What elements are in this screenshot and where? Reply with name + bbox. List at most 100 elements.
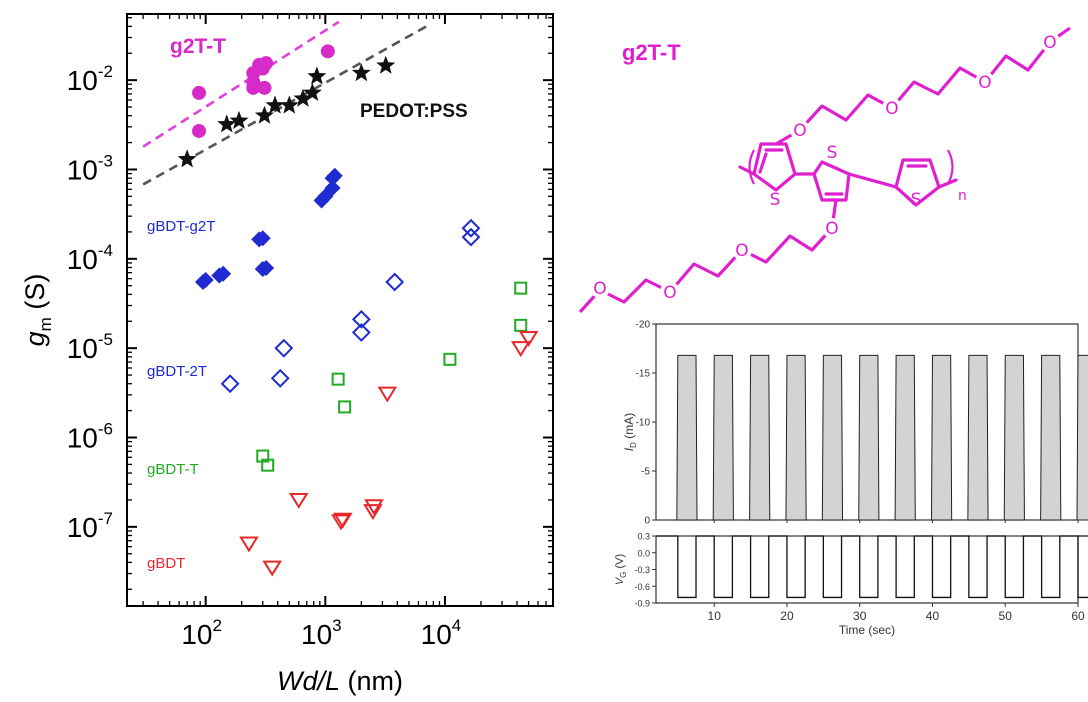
data-point-g2t-t xyxy=(192,123,207,138)
data-point-gbdt-t xyxy=(443,352,457,366)
vg-y-tick-label: -0.3 xyxy=(634,565,650,575)
data-point-gbdt-2t xyxy=(274,338,294,358)
current-pulse xyxy=(821,354,844,521)
data-point-gbdt-t xyxy=(514,281,528,295)
data-point-gbdt xyxy=(364,499,384,516)
data-point-gbdt-g2t xyxy=(258,259,275,276)
data-point-gbdt xyxy=(377,386,398,403)
oxygen-atom: O xyxy=(593,279,606,299)
oxygen-bg xyxy=(790,120,810,140)
id-axis-title: ID (mA) xyxy=(622,413,638,451)
time-axis-title: Time (sec) xyxy=(839,623,895,637)
y-axis-title: gm (S) xyxy=(20,274,55,347)
scatter-chart: 10-7 10-6 10-5 10-4 10-3 10-2 102 103 104 Wd/L (n… xyxy=(20,13,554,696)
data-point-pedot-pss xyxy=(302,82,322,101)
end-bond xyxy=(937,178,958,189)
oxygen-atom: O xyxy=(735,241,748,261)
data-point-pedot-pss xyxy=(254,105,274,124)
sulfur-atom: S xyxy=(827,143,838,163)
data-point-gbdt xyxy=(510,341,531,358)
id-y-tick-label: 0 xyxy=(644,516,650,527)
current-pulse xyxy=(676,354,698,521)
data-point-pedot-pss xyxy=(279,95,299,114)
data-point-pedot-pss xyxy=(177,149,197,168)
polymer-bracket-left xyxy=(748,149,755,185)
data-point-gbdt-2t xyxy=(220,374,240,394)
current-pulse xyxy=(1076,354,1088,521)
oxygen-bg xyxy=(732,240,752,260)
current-pulse xyxy=(1003,354,1025,521)
y-tick-label: 10-5 xyxy=(67,330,113,364)
label-gbdt-g2t: gBDT-g2T xyxy=(147,218,215,235)
y-tick-label: 10-7 xyxy=(67,509,113,543)
vg-y-tick-label: -0.6 xyxy=(634,582,650,592)
data-point-gbdt-g2t xyxy=(254,230,271,247)
data-point-gbdt xyxy=(333,512,353,529)
gate-voltage-trace xyxy=(656,535,1088,599)
data-point-gbdt-g2t xyxy=(197,271,214,288)
oxygen-bg xyxy=(822,218,842,238)
time-tick-label: 30 xyxy=(853,609,867,623)
data-point-pedot-pss xyxy=(376,55,396,74)
y-tick-label: 10-2 xyxy=(67,62,113,96)
oxygen-atom: O xyxy=(978,73,991,93)
oxygen-atom: O xyxy=(793,121,806,141)
current-pulse xyxy=(1040,354,1062,521)
label-gbdt-t: gBDT-T xyxy=(147,461,199,478)
oxygen-atom: O xyxy=(885,99,898,119)
time-tick-label: 20 xyxy=(780,609,794,623)
oxygen-atom: O xyxy=(825,219,838,239)
time-tick-label: 10 xyxy=(708,609,722,623)
time-tick-label: 60 xyxy=(1071,609,1085,623)
time-tick-label: 50 xyxy=(999,609,1013,623)
data-point-gbdt xyxy=(363,504,383,521)
thiophene-ring-3 xyxy=(894,158,941,207)
pulse-chart: -20 -15 -10 -5 0 ID (mA) 0.3 0.0 -0.3 -0.6 -0.9 VG … xyxy=(614,320,1088,637)
glycol-chain-lower xyxy=(578,199,838,314)
x-axis-title: Wd/L (nm) xyxy=(277,666,403,696)
data-point-gbdt-2t xyxy=(270,368,290,388)
vg-y-tick-label: -0.9 xyxy=(634,599,650,609)
x-tick-label: 104 xyxy=(421,616,462,650)
data-point-g2t-t xyxy=(259,56,274,71)
polymer-bracket-right xyxy=(947,149,954,185)
thiophene-ring-2 xyxy=(812,160,851,202)
label-g2t-t: g2T-T xyxy=(170,35,226,58)
fit-line-pedot-pss xyxy=(142,25,428,186)
fit-line-g2t-t xyxy=(142,20,340,148)
molecule-structure: g2T-T S S S n O O O O O O O O xyxy=(578,26,1071,314)
sulfur-atom: S xyxy=(911,190,922,210)
current-pulse xyxy=(894,354,916,521)
data-point-gbdt xyxy=(239,536,259,553)
plot-frame xyxy=(126,13,554,607)
thiophene-ring-1 xyxy=(752,142,797,192)
oxygen-bg xyxy=(590,278,610,298)
oxygen-bg xyxy=(1040,32,1060,52)
data-point-g2t-t xyxy=(257,80,272,95)
x-tick-label: 103 xyxy=(301,616,342,650)
current-pulse xyxy=(930,354,953,521)
data-point-pedot-pss xyxy=(229,110,249,129)
vg-panel-frame xyxy=(655,535,1079,604)
time-tick-label: 40 xyxy=(926,609,940,623)
double-bond xyxy=(758,152,768,174)
vg-axis-title: VG (V) xyxy=(614,554,628,585)
y-tick-label: 10-3 xyxy=(67,151,113,185)
data-point-g2t-t xyxy=(246,80,261,95)
data-point-gbdt-t xyxy=(514,318,528,332)
data-point-g2t-t xyxy=(192,85,207,100)
oxygen-bg xyxy=(660,282,680,302)
current-pulse xyxy=(785,354,807,521)
ring-link-bond xyxy=(847,172,898,189)
current-pulse xyxy=(749,354,771,521)
data-point-gbdt xyxy=(262,560,283,577)
id-y-tick-label: -5 xyxy=(641,467,650,478)
data-point-g2t-t xyxy=(320,44,335,59)
structure-title: g2T-T xyxy=(622,40,681,65)
label-gbdt-2t: gBDT-2T xyxy=(147,363,207,380)
data-point-gbdt xyxy=(288,492,309,509)
label-gbdt: gBDT xyxy=(147,555,185,572)
repeat-subscript: n xyxy=(958,188,967,204)
y-tick-label: 10-4 xyxy=(67,241,113,275)
oxygen-atom: O xyxy=(663,283,676,303)
